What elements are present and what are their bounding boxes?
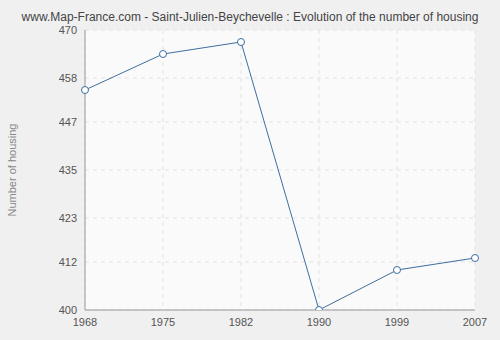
svg-text:447: 447 <box>59 116 77 128</box>
svg-text:435: 435 <box>59 164 77 176</box>
svg-text:1968: 1968 <box>73 316 97 328</box>
svg-text:470: 470 <box>59 24 77 36</box>
svg-text:1982: 1982 <box>229 316 253 328</box>
svg-text:1990: 1990 <box>307 316 331 328</box>
html-text:www.Map-France.com - Saint-Jul: www.Map-France.com - Saint-Julien-Beyche… <box>21 10 479 24</box>
svg-text:423: 423 <box>59 212 77 224</box>
svg-text:Number of housing: Number of housing <box>8 124 18 217</box>
svg-text:1975: 1975 <box>151 316 175 328</box>
svg-text:400: 400 <box>59 304 77 316</box>
svg-text:458: 458 <box>59 72 77 84</box>
svg-text:412: 412 <box>59 256 77 268</box>
svg-text:2007: 2007 <box>463 316 487 328</box>
svg-text:1999: 1999 <box>385 316 409 328</box>
